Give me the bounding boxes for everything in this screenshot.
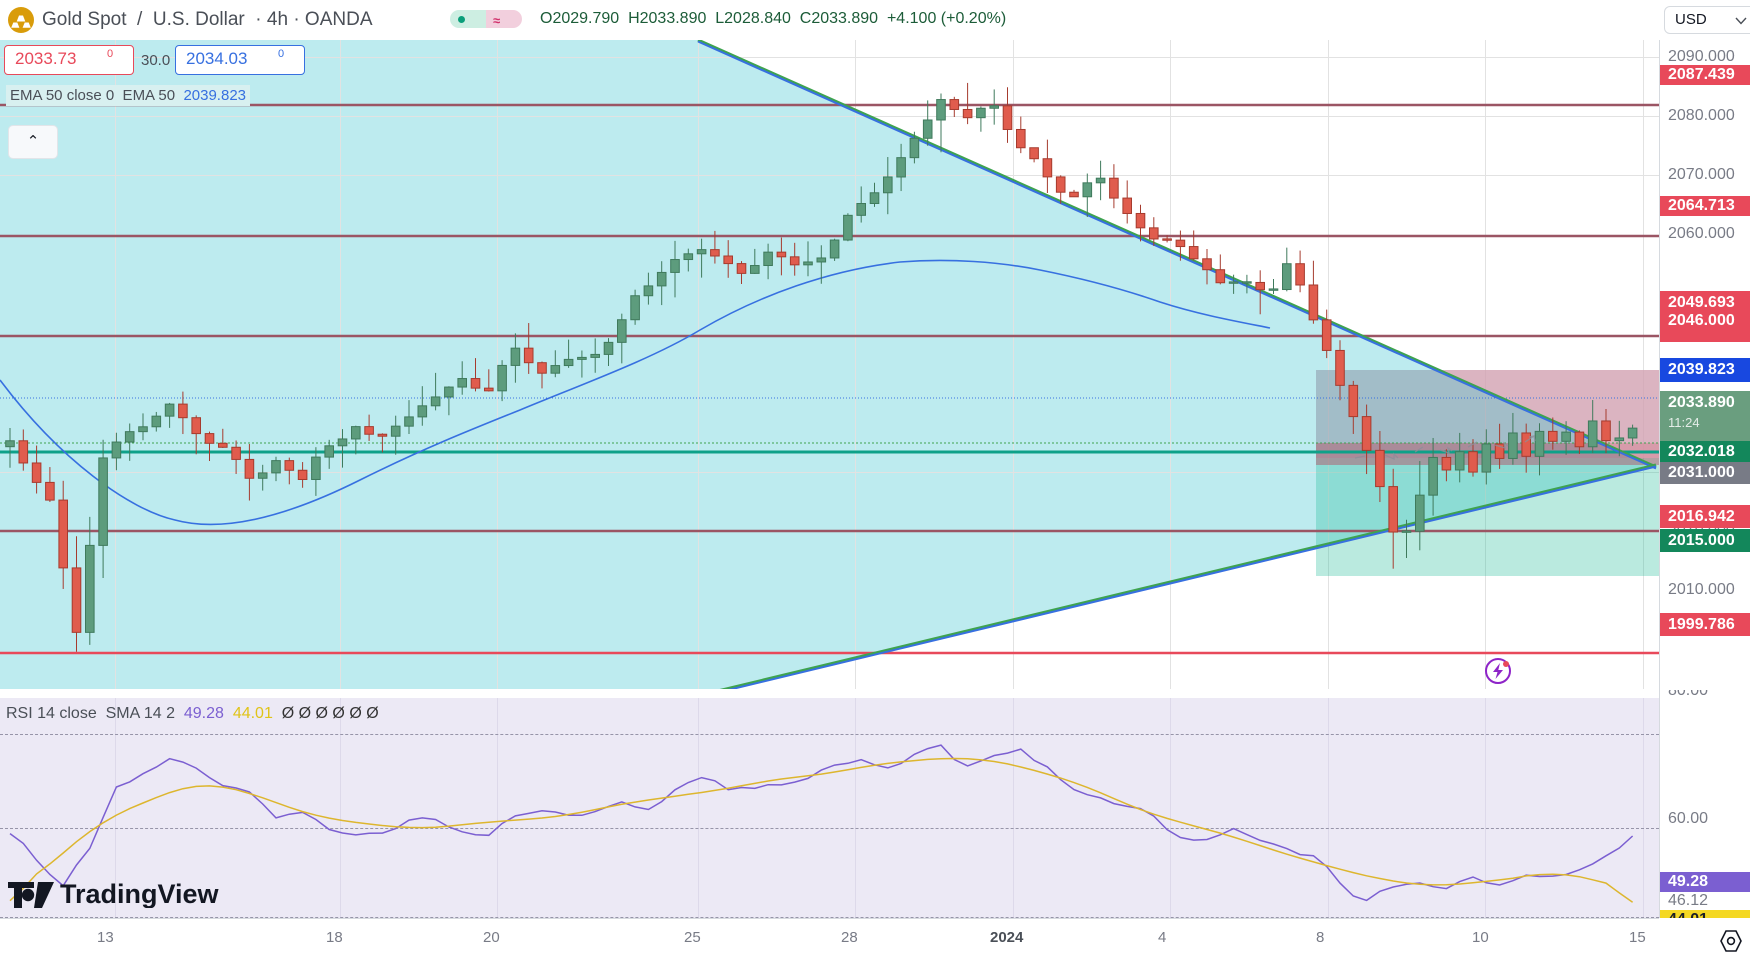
svg-text:TradingView: TradingView — [60, 879, 220, 908]
